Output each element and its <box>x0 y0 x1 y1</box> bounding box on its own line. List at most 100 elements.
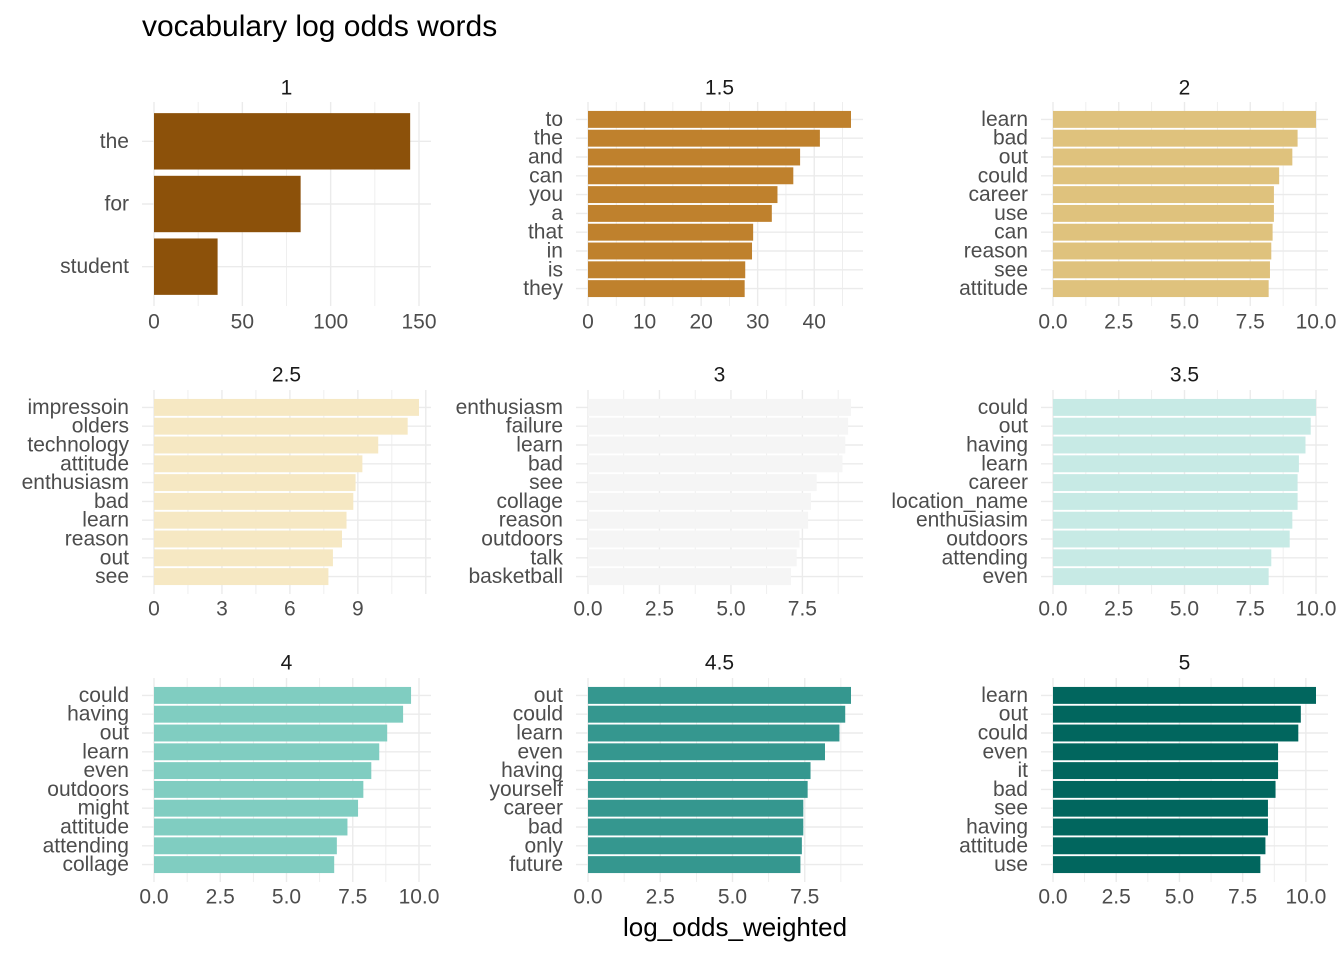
x-tick-label: 100 <box>313 311 348 334</box>
category-label: attitude <box>959 834 1028 857</box>
bar <box>154 686 412 704</box>
category-label: use <box>994 202 1028 225</box>
bar <box>588 568 791 586</box>
bar <box>588 856 801 874</box>
x-tick-label: 0.0 <box>573 886 602 909</box>
bar <box>588 398 851 416</box>
category-label: outdoors <box>946 528 1028 551</box>
category-label: learn <box>981 452 1028 475</box>
category-label: enthusiasm <box>456 396 563 419</box>
x-tick-label: 2.5 <box>206 886 235 909</box>
x-tick-label: 9 <box>352 598 364 621</box>
x-tick-label: 20 <box>689 311 712 334</box>
x-tick-label: 0 <box>582 311 594 334</box>
bar <box>1053 762 1279 780</box>
bar <box>588 492 811 510</box>
x-tick-label: 5.0 <box>1165 886 1194 909</box>
bar <box>588 242 753 260</box>
panel-2-5: 2.5 impressoinolderstechnologyattitudeent… <box>22 364 431 621</box>
category-label: could <box>978 164 1028 187</box>
panel-1: 1 the for student 0 50 100 150 <box>60 77 436 334</box>
category-label: having <box>67 703 129 726</box>
bar <box>1053 474 1298 492</box>
x-tick-label: 7.5 <box>1236 598 1265 621</box>
bar <box>1053 686 1316 704</box>
category-label: having <box>966 816 1028 839</box>
facet-strip-label: 4.5 <box>705 652 734 675</box>
bar <box>588 549 797 567</box>
bar <box>1053 417 1311 435</box>
category-label: failure <box>506 415 563 438</box>
category-label: they <box>523 277 563 300</box>
facet-strip-label: 1 <box>281 77 293 100</box>
bar <box>1053 398 1316 416</box>
panel-3: 3 enthusiasmfailurelearnbadseecollagereas… <box>456 364 863 621</box>
panel-4-5: 4.5 outcouldlearnevenhavingyourselfcareer… <box>489 652 863 909</box>
bar <box>1053 818 1268 836</box>
x-tick-label: 7.5 <box>1236 311 1265 334</box>
panel-3-5: 3.5 couldouthavinglearncareerlocation_nam… <box>891 364 1336 621</box>
facet-strip-label: 3 <box>714 364 726 387</box>
category-label: attending <box>942 546 1028 569</box>
category-label: reason <box>964 240 1028 263</box>
bar <box>154 856 335 874</box>
bar <box>1053 743 1279 761</box>
category-label: enthusiasm <box>22 471 129 494</box>
bar <box>154 724 388 742</box>
bar <box>588 223 754 241</box>
bar <box>588 167 794 185</box>
bar <box>154 238 218 295</box>
category-label: student <box>60 255 129 278</box>
category-label: attitude <box>60 816 129 839</box>
panel-2: 2 learnbadoutcouldcareerusecanreasonseeat… <box>959 77 1336 334</box>
category-label: see <box>95 565 129 588</box>
category-label: bad <box>993 127 1028 150</box>
bar <box>588 280 745 298</box>
bar <box>154 474 356 492</box>
bar <box>1053 204 1274 222</box>
chart-title: vocabulary log odds words <box>142 10 498 43</box>
bar <box>588 474 817 492</box>
category-label: in <box>547 240 563 263</box>
bar <box>588 724 840 742</box>
bar <box>1053 223 1273 241</box>
category-label: it <box>1018 759 1029 782</box>
bar <box>1053 242 1272 260</box>
x-tick-label: 0.0 <box>1038 598 1067 621</box>
x-tick-label: 10 <box>633 311 656 334</box>
bar <box>154 492 354 510</box>
category-label: even <box>982 565 1028 588</box>
category-label: out <box>534 684 563 707</box>
x-tick-label: 6 <box>284 598 296 621</box>
facet-strip-label: 5 <box>1179 652 1191 675</box>
bar <box>1053 511 1293 529</box>
bar <box>1053 837 1266 855</box>
x-tick-label: 0.0 <box>573 598 602 621</box>
x-tick-label: 10.0 <box>1296 598 1337 621</box>
category-label: olders <box>72 415 129 438</box>
x-tick-label: 10.0 <box>1296 311 1337 334</box>
category-label: collage <box>496 490 563 513</box>
category-label: the <box>534 127 563 150</box>
category-label: learn <box>82 509 129 532</box>
x-tick-label: 5.0 <box>716 598 745 621</box>
category-label: see <box>994 797 1028 820</box>
x-axis-title: log_odds_weighted <box>622 912 848 942</box>
bar <box>588 530 800 548</box>
bar <box>1053 799 1268 817</box>
category-label: having <box>966 434 1028 457</box>
bar <box>1053 110 1316 128</box>
panel-5: 5 learnoutcouldevenitbadseehavingattitude… <box>959 652 1328 909</box>
facet-strip-label: 1.5 <box>705 77 734 100</box>
category-label: basketball <box>468 565 563 588</box>
category-label: to <box>545 108 563 131</box>
bar <box>154 398 419 416</box>
bar <box>154 743 380 761</box>
bar <box>154 530 342 548</box>
category-label: could <box>978 396 1028 419</box>
category-label: could <box>79 684 129 707</box>
bar <box>588 204 772 222</box>
